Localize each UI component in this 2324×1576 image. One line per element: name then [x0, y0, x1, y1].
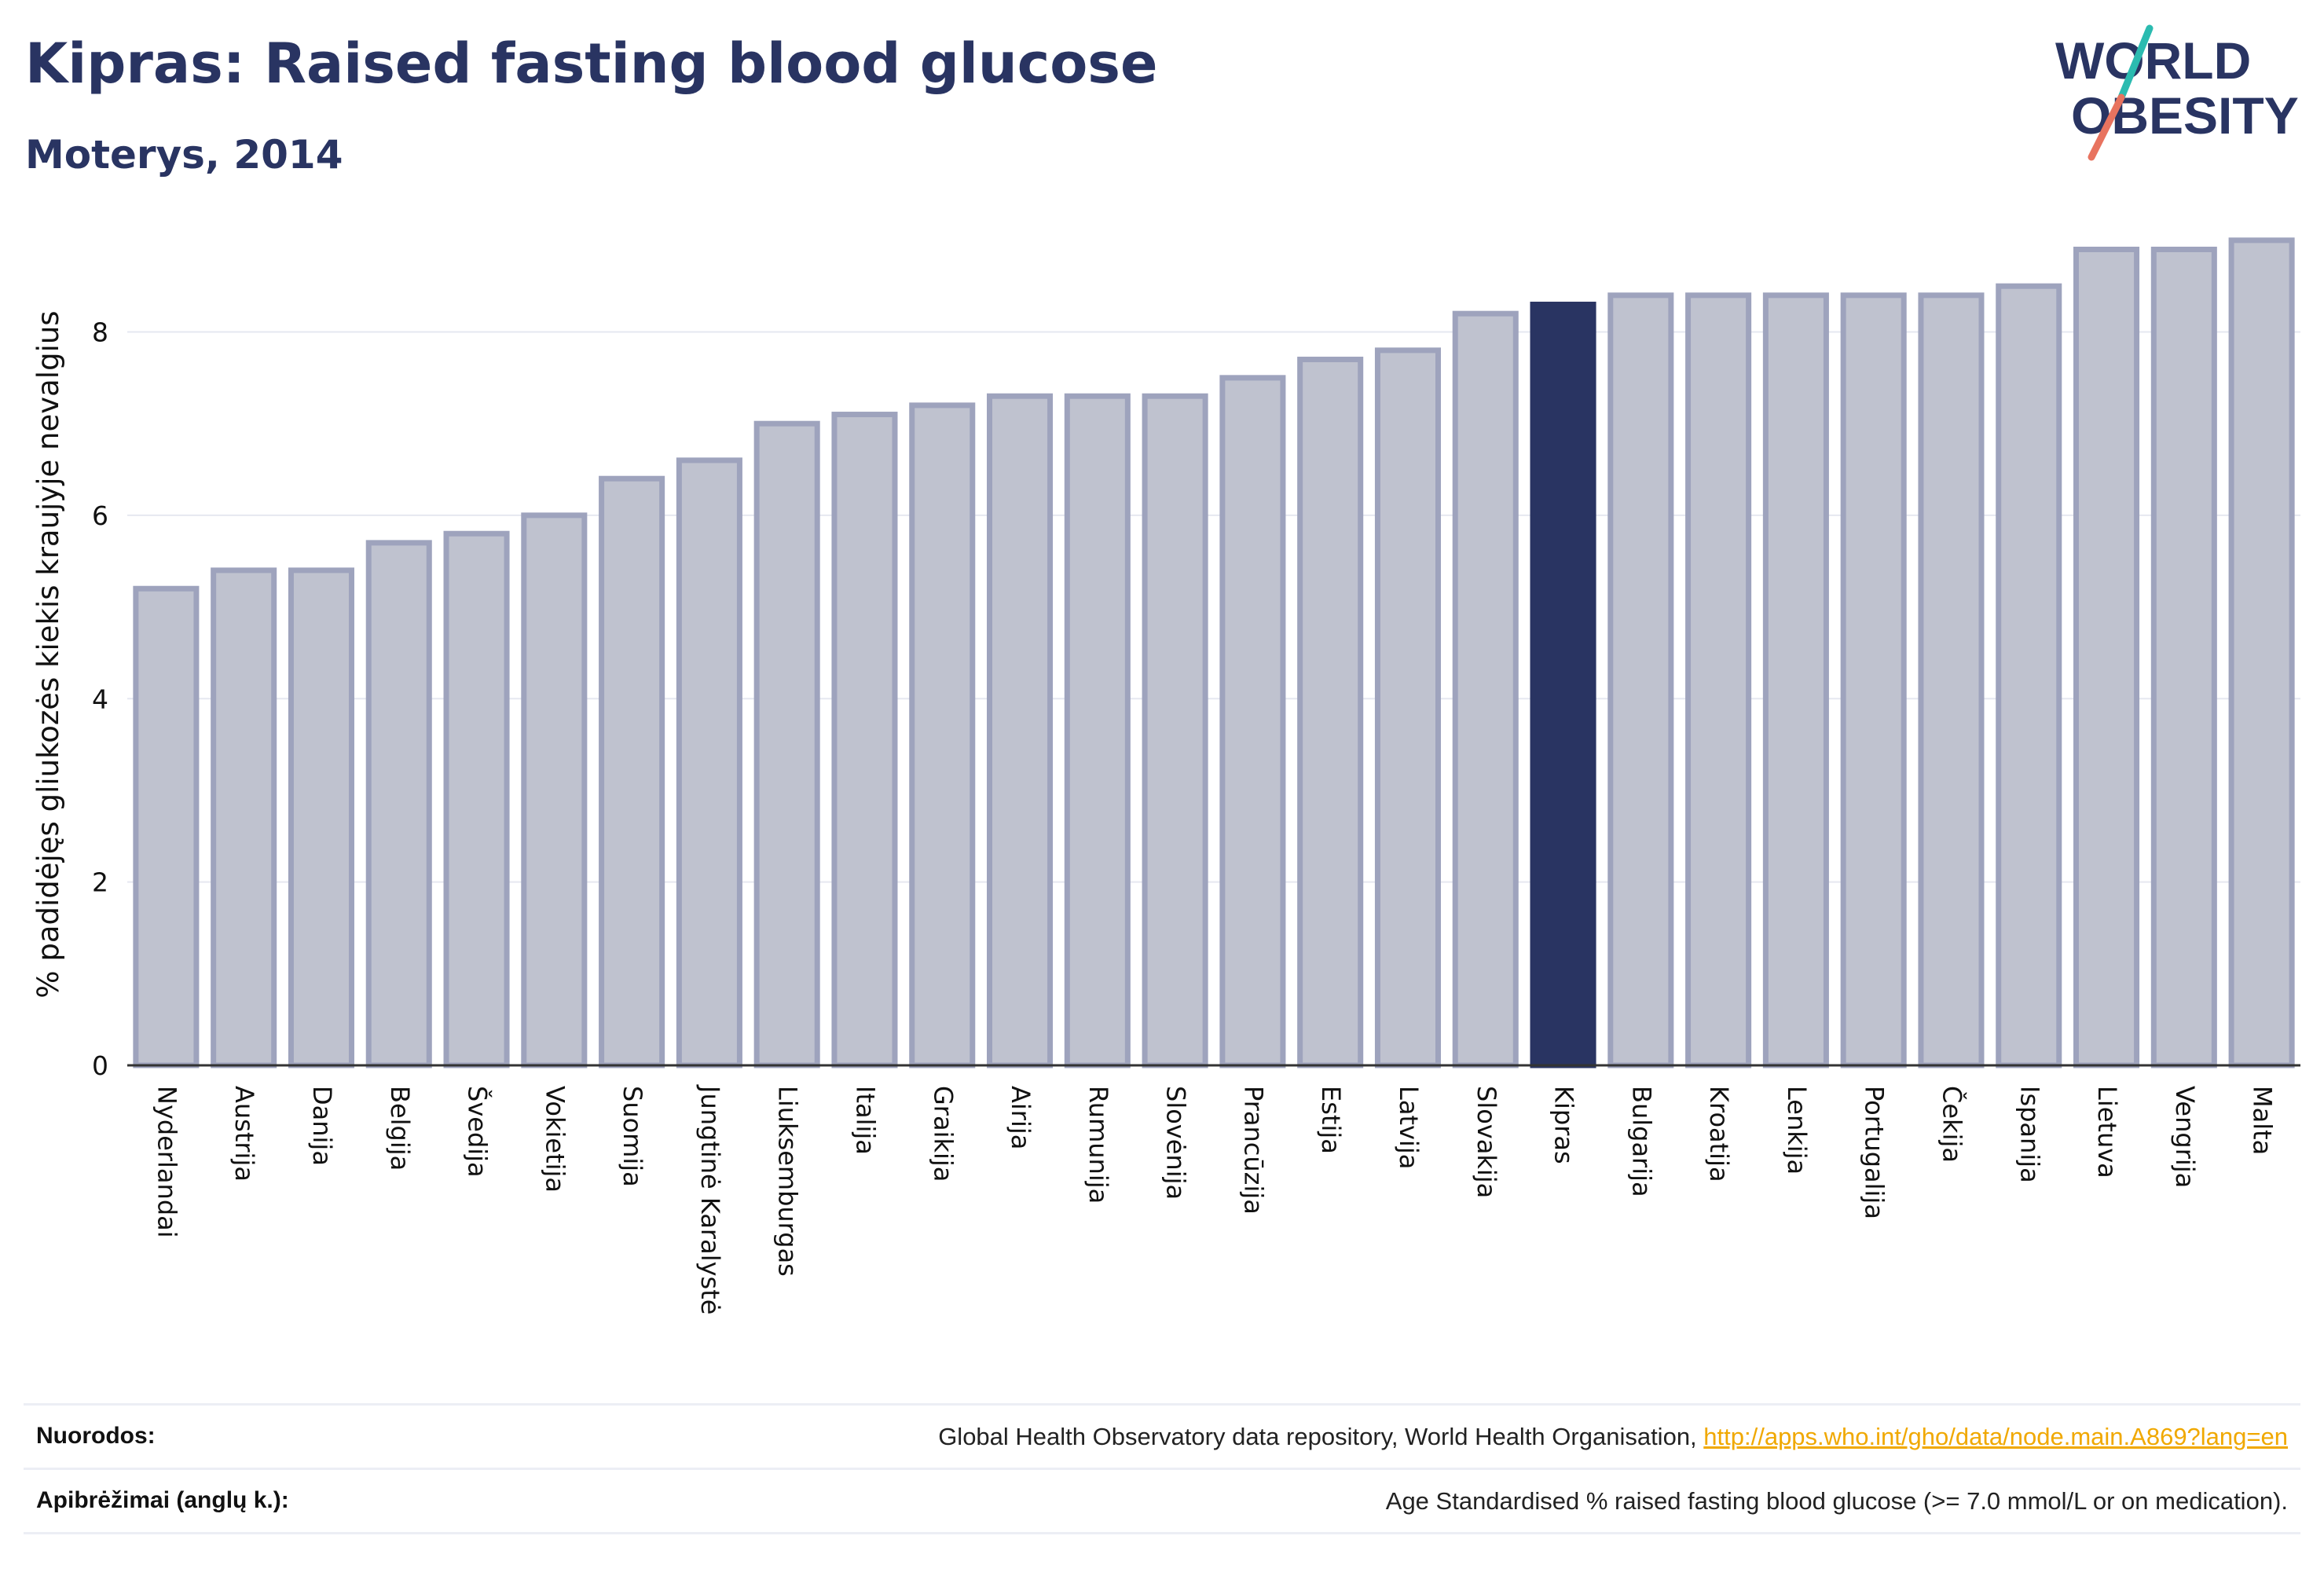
x-tick-label: Lenkija — [1782, 1086, 1812, 1175]
logo-slash-teal — [2117, 24, 2154, 101]
x-tick-label: Čekija — [1937, 1086, 1967, 1163]
bar[interactable] — [1374, 347, 1441, 1068]
x-tick-label: Nyderlandai — [152, 1086, 181, 1238]
x-tick-label: Portugalija — [1860, 1086, 1890, 1219]
footer-sources-label: Nuorodos: — [36, 1423, 156, 1449]
x-tick-label: Švedija — [463, 1086, 493, 1178]
logo-word-world: WORLD — [2055, 31, 2251, 90]
y-axis-label: % padidėjęs gliukozės kiekis kraujyje ne… — [31, 310, 65, 998]
x-tick-label: Estija — [1316, 1086, 1346, 1154]
bar[interactable] — [1607, 292, 1674, 1068]
bar[interactable] — [288, 567, 354, 1068]
x-tick-label: Malta — [2248, 1086, 2278, 1155]
bar[interactable] — [1452, 310, 1519, 1068]
x-tick-label: Kipras — [1549, 1086, 1579, 1164]
bar[interactable] — [2073, 247, 2140, 1068]
y-tick-label: 2 — [92, 867, 108, 898]
chart-subtitle: Moterys, 2014 — [25, 132, 343, 178]
axes: 0 2 4 6 8 — [92, 317, 2300, 1081]
footer-sources-text: Global Health Observatory data repositor… — [938, 1423, 1704, 1450]
x-tick-label: Bulgarija — [1626, 1086, 1656, 1197]
y-tick-label: 0 — [92, 1050, 108, 1081]
x-tick-label: Vengrija — [2170, 1086, 2200, 1188]
y-tick-label: 8 — [92, 317, 108, 348]
x-tick-label: Airija — [1006, 1086, 1036, 1149]
bar[interactable] — [599, 475, 665, 1068]
x-tick-label: Kroatija — [1704, 1086, 1734, 1182]
bar[interactable] — [1762, 292, 1829, 1068]
bar-highlighted[interactable] — [1530, 302, 1596, 1068]
bar[interactable] — [1297, 357, 1364, 1068]
x-tick-label: Danija — [307, 1086, 337, 1166]
bar[interactable] — [521, 512, 588, 1068]
x-tick-label: Latvija — [1394, 1086, 1424, 1169]
bar[interactable] — [1142, 393, 1208, 1068]
bar[interactable] — [2228, 237, 2295, 1068]
bar[interactable] — [676, 457, 742, 1068]
bar[interactable] — [909, 402, 976, 1068]
bar[interactable] — [211, 567, 277, 1068]
x-tick-label: Suomija — [618, 1086, 647, 1187]
bar-chart: 0 2 4 6 8 Nyderlandai Austrija Danija Belgija Šv… — [31, 237, 2300, 1314]
chart-title: Kipras: Raised fasting blood glucose — [25, 31, 1158, 96]
x-tick-label: Slovakija — [1472, 1086, 1501, 1198]
bar[interactable] — [1219, 375, 1286, 1068]
x-tick-label: Ispanija — [2014, 1086, 2044, 1183]
bar[interactable] — [443, 530, 510, 1068]
x-tick-labels: Nyderlandai Austrija Danija Belgija Švedija V… — [152, 1084, 2277, 1314]
bar[interactable] — [987, 393, 1054, 1068]
bar[interactable] — [831, 412, 898, 1068]
bar[interactable] — [1918, 292, 1985, 1068]
footer-definitions-row: Apibrėžimai (anglų k.): Age Standardised… — [24, 1468, 2300, 1533]
footer-sources-value: Global Health Observatory data repositor… — [938, 1423, 2288, 1451]
logo-slash-coral — [2088, 93, 2125, 161]
x-tick-label: Jungtinė Karalystė — [695, 1084, 725, 1314]
x-tick-label: Vokietija — [540, 1086, 570, 1193]
y-tick-label: 6 — [92, 500, 108, 531]
footer-sources-row: Nuorodos: Global Health Observatory data… — [24, 1403, 2300, 1468]
x-tick-label: Lietuva — [2092, 1086, 2122, 1178]
bar[interactable] — [2150, 247, 2217, 1068]
x-tick-label: Rumunija — [1083, 1086, 1113, 1204]
x-tick-label: Belgija — [385, 1086, 415, 1171]
bar[interactable] — [1840, 292, 1907, 1068]
footer-definitions-label: Apibrėžimai (anglų k.): — [36, 1487, 289, 1513]
bar[interactable] — [1064, 393, 1131, 1068]
footer-definitions-value: Age Standardised % raised fasting blood … — [1385, 1487, 2288, 1515]
world-obesity-logo[interactable]: WORLD OBESITY — [2052, 24, 2304, 165]
y-tick-label: 4 — [92, 684, 108, 714]
bar[interactable] — [365, 540, 432, 1068]
x-tick-label: Austrija — [229, 1086, 259, 1182]
footer-sources-link[interactable]: http://apps.who.int/gho/data/node.main.A… — [1703, 1423, 2288, 1450]
x-tick-label: Slovėnija — [1161, 1086, 1191, 1200]
x-tick-label: Italija — [850, 1086, 880, 1155]
x-tick-label: Prancūzija — [1238, 1086, 1268, 1215]
x-tick-label: Liuksemburgas — [773, 1086, 803, 1277]
bar[interactable] — [133, 585, 200, 1068]
bars — [133, 237, 2295, 1068]
x-tick-label: Graikija — [928, 1086, 958, 1182]
bar[interactable] — [1996, 283, 2062, 1068]
bar[interactable] — [753, 420, 820, 1068]
footer-bottom-divider — [24, 1532, 2300, 1534]
bar[interactable] — [1685, 292, 1752, 1068]
